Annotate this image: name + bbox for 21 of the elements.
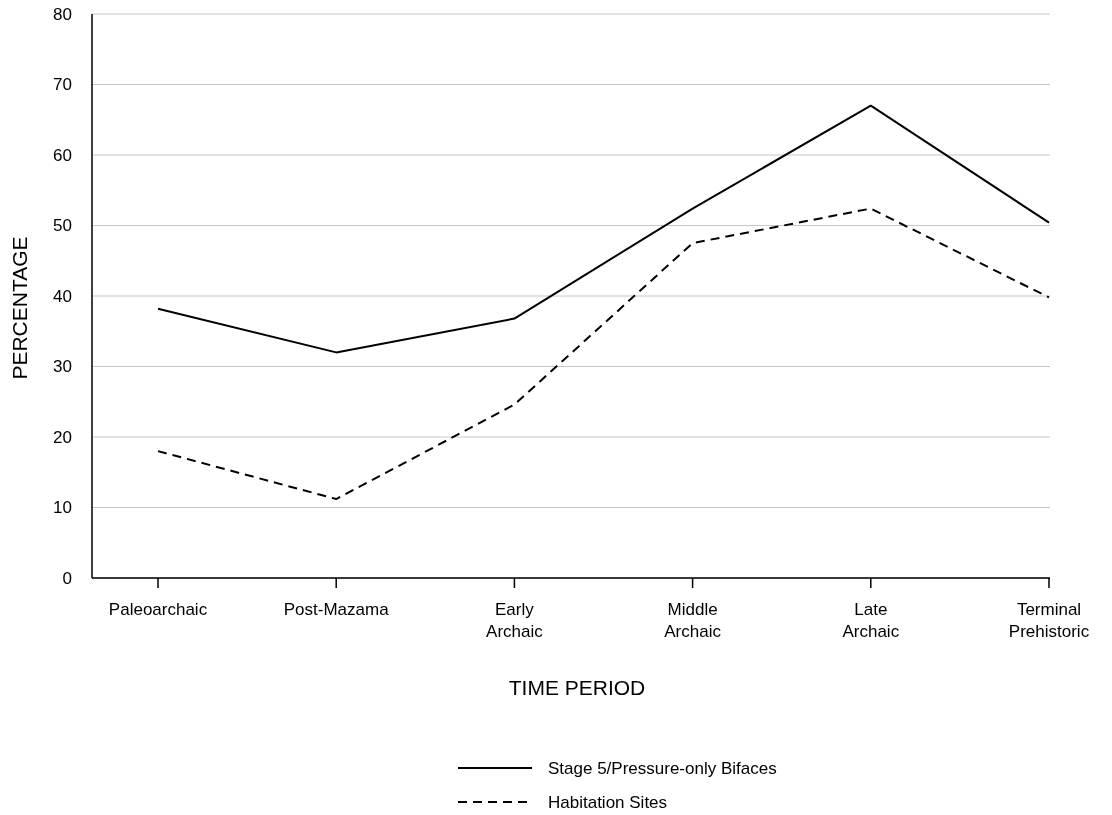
- y-tick-label: 40: [53, 286, 72, 306]
- y-tick-label: 20: [53, 427, 72, 447]
- x-tick-label: Late Archaic: [842, 600, 900, 641]
- legend-label: Habitation Sites: [548, 792, 668, 812]
- line-series: [157, 104, 1050, 354]
- legend-label: Stage 5/Pressure-only Bifaces: [548, 758, 777, 778]
- x-tick-label: Middle Archaic: [664, 600, 722, 641]
- y-axis-title: PERCENTAGE: [8, 236, 31, 380]
- x-axis-title: TIME PERIOD: [508, 676, 646, 699]
- y-tick-label: 50: [53, 216, 72, 236]
- x-tick-label: Post-Mazama: [283, 600, 390, 619]
- x-tick-label: Terminal Prehistoric: [1008, 600, 1090, 641]
- y-tick-label: 80: [53, 4, 72, 24]
- y-tick-label: 0: [62, 568, 72, 588]
- y-tick-label: 10: [53, 498, 72, 518]
- y-tick-label: 30: [53, 357, 72, 377]
- x-tick-label: Paleoarchaic: [108, 600, 208, 619]
- y-tick-label: 60: [53, 145, 72, 165]
- y-tick-label: 70: [53, 75, 72, 95]
- line-series: [157, 207, 1050, 501]
- x-tick-label: Early Archaic: [486, 600, 544, 641]
